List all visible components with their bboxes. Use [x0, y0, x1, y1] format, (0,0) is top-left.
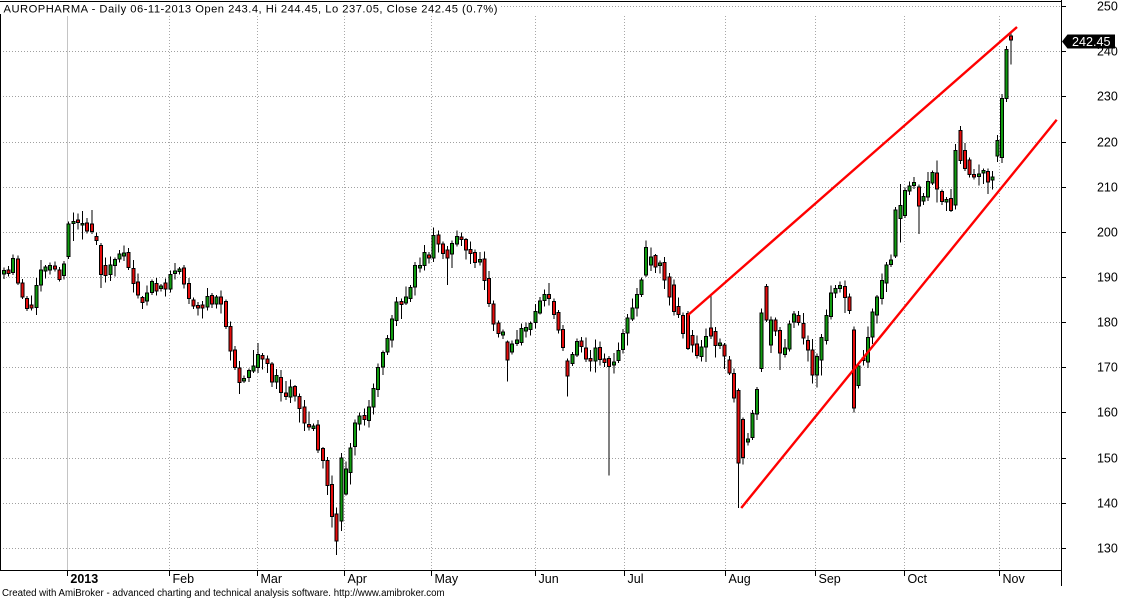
svg-text:140: 140 [1097, 496, 1118, 510]
svg-text:250: 250 [1097, 0, 1118, 13]
svg-text:230: 230 [1097, 89, 1118, 103]
svg-text:Mar: Mar [261, 572, 283, 586]
svg-text:Jun: Jun [539, 572, 559, 586]
svg-text:Created with AmiBroker - advan: Created with AmiBroker - advanced charti… [2, 588, 445, 599]
svg-text:Feb: Feb [173, 572, 195, 586]
svg-text:190: 190 [1097, 270, 1118, 284]
svg-text:Apr: Apr [348, 572, 367, 586]
svg-text:Oct: Oct [908, 572, 928, 586]
svg-text:AUROPHARMA - Daily 06-11-2013: AUROPHARMA - Daily 06-11-2013 Open 243.4… [4, 4, 498, 16]
svg-text:2013: 2013 [70, 572, 98, 586]
svg-text:Jul: Jul [628, 572, 644, 586]
svg-text:160: 160 [1097, 405, 1118, 419]
svg-text:Aug: Aug [729, 572, 751, 586]
svg-text:130: 130 [1097, 541, 1118, 555]
svg-text:180: 180 [1097, 315, 1118, 329]
svg-text:150: 150 [1097, 451, 1118, 465]
svg-text:Sep: Sep [819, 572, 841, 586]
svg-text:200: 200 [1097, 225, 1118, 239]
svg-text:210: 210 [1097, 180, 1118, 194]
svg-text:170: 170 [1097, 360, 1118, 374]
svg-text:May: May [435, 572, 459, 586]
svg-text:220: 220 [1097, 135, 1118, 149]
svg-text:Nov: Nov [1003, 572, 1026, 586]
svg-text:242.45: 242.45 [1072, 35, 1111, 49]
